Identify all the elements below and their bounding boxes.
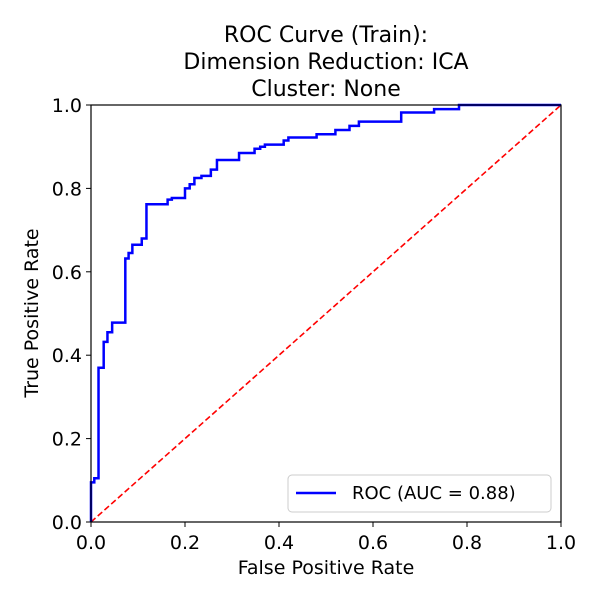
y-tick-label: 0.8 [52,178,82,200]
y-tick-label: 0.0 [52,512,82,534]
chart-title-line-2: Dimension Reduction: ICA [183,50,468,75]
x-tick-label: 0.0 [76,532,106,554]
x-tick-label: 0.4 [264,532,294,554]
roc-curve-line [89,103,561,522]
plot-frame [90,104,562,523]
y-tick-label: 1.0 [52,95,82,117]
y-axis-ticks: 0.0 0.2 0.4 0.6 0.8 1.0 [52,95,91,534]
chart-title-line-3: Cluster: None [251,77,401,102]
x-tick-label: 1.0 [546,532,576,554]
chart-title-line-1: ROC Curve (Train): [224,23,428,48]
y-axis-label: True Positive Rate [21,228,43,398]
plot-lines [89,103,562,523]
y-tick-label: 0.6 [52,262,82,284]
x-tick-label: 0.6 [358,532,388,554]
x-axis-label: False Positive Rate [238,557,415,579]
y-tick-label: 0.4 [52,345,82,367]
y-tick-label: 0.2 [52,429,82,451]
legend: ROC (AUC = 0.88) [287,474,552,513]
legend-box [287,474,552,513]
x-tick-label: 0.8 [452,532,482,554]
x-axis-ticks: 0.0 0.2 0.4 0.6 0.8 1.0 [76,522,576,554]
legend-label-roc: ROC (AUC = 0.88) [352,483,516,504]
chance-diagonal-line [90,104,562,523]
x-tick-label: 0.2 [170,532,200,554]
